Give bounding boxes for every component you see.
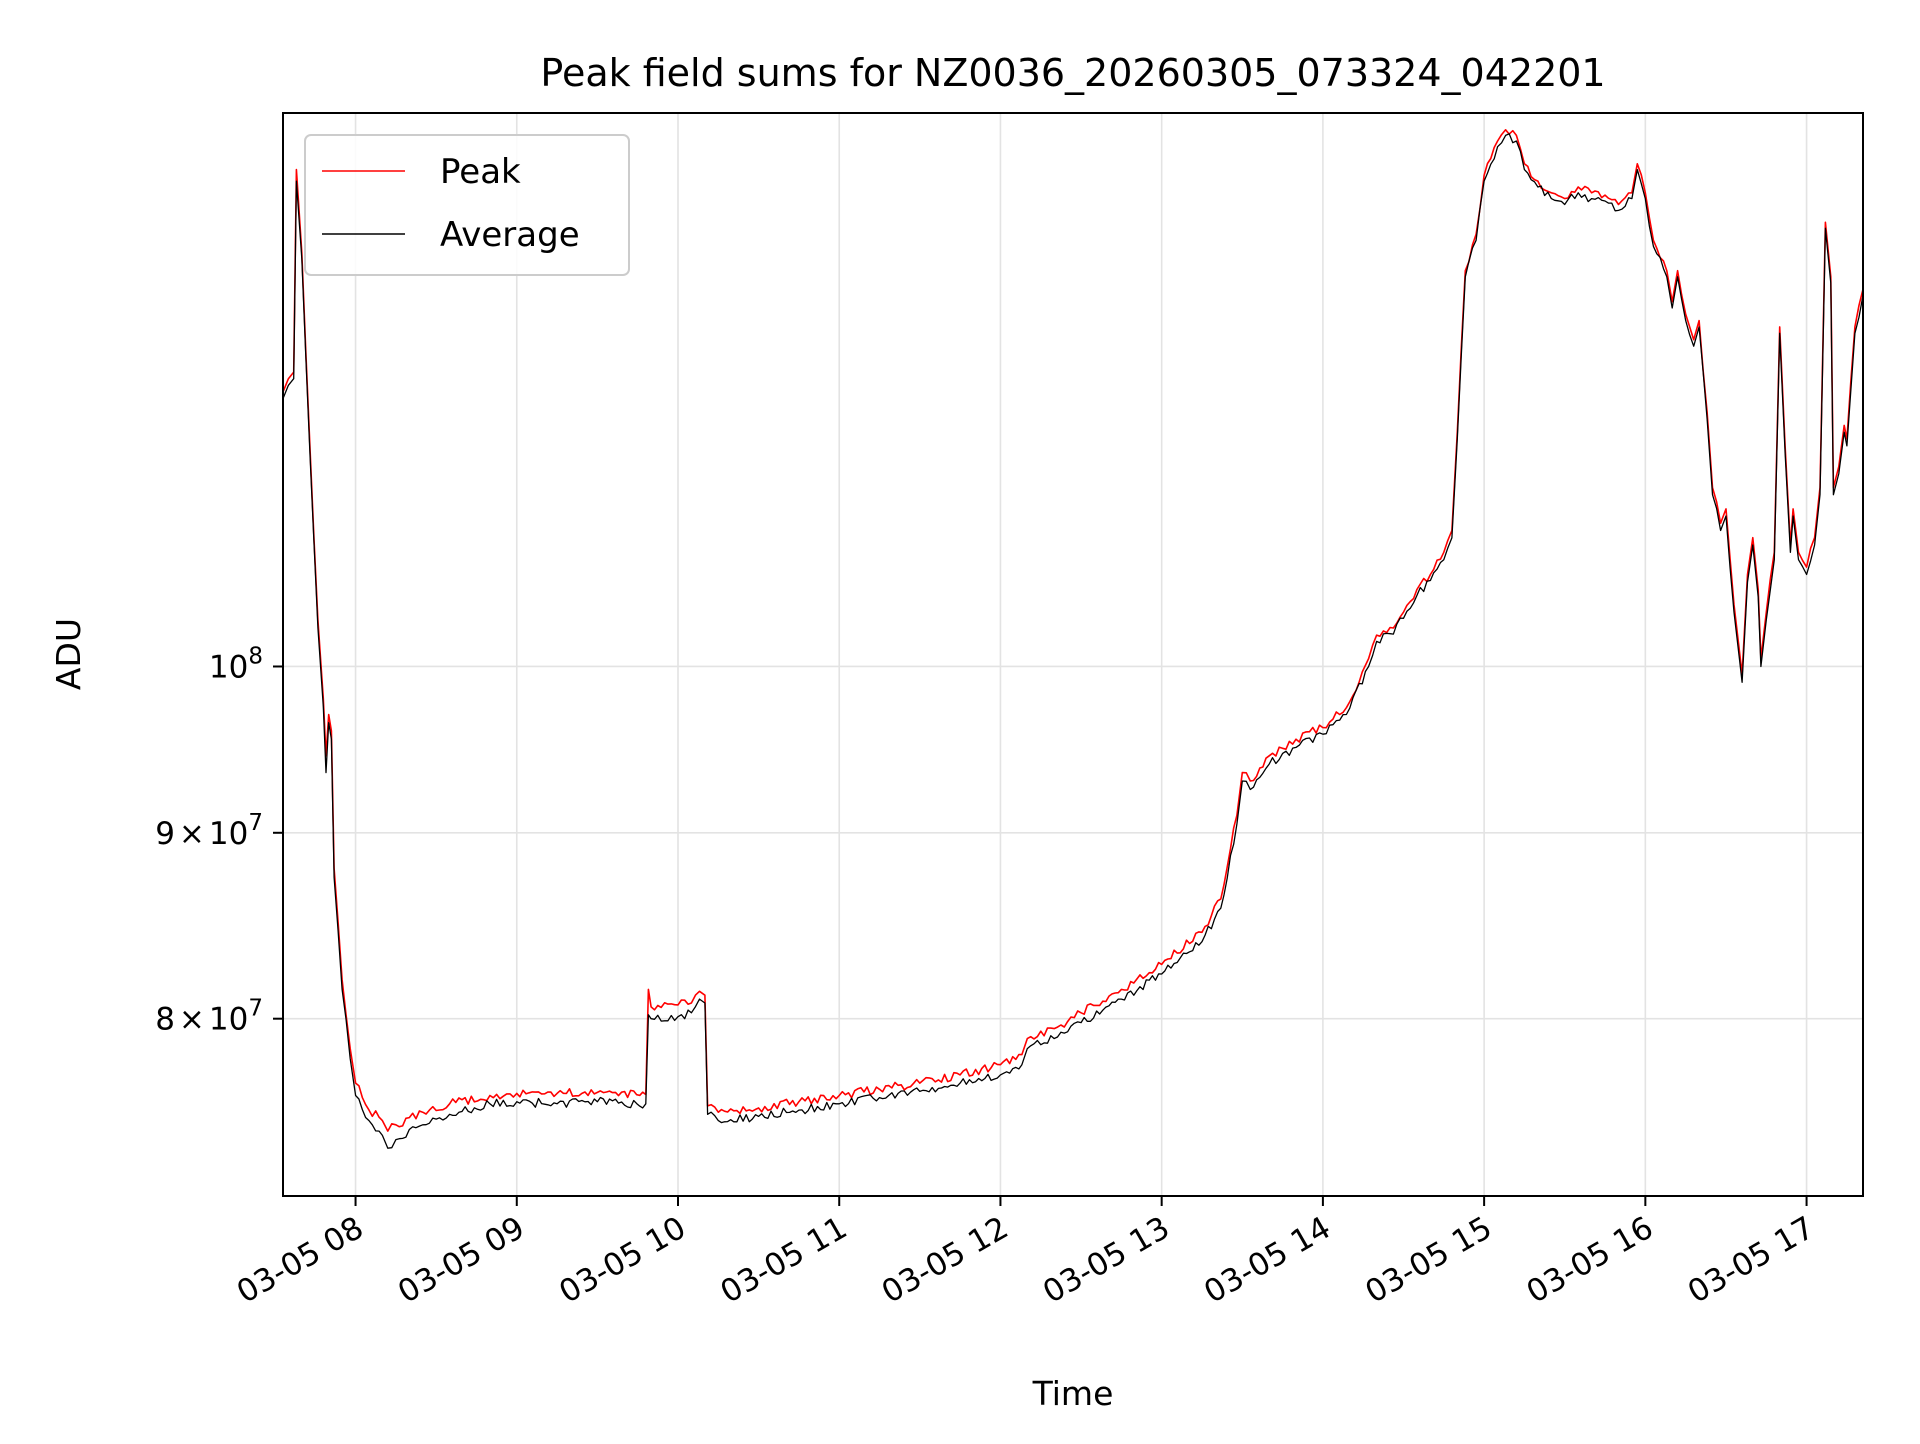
y-tick-label-part: 9 <box>155 816 175 852</box>
y-tick-exponent: 8 <box>248 643 263 669</box>
y-tick-label-part: 8 <box>155 1002 175 1038</box>
y-tick-label: 108 <box>209 643 263 685</box>
y-axis-title: ADU <box>49 618 88 690</box>
legend-box <box>304 134 630 276</box>
chart-title: Peak field sums for NZ0036_20260305_0733… <box>540 51 1605 95</box>
y-tick-label-part: 10 <box>209 816 248 852</box>
series-line-peak <box>282 129 1864 1132</box>
legend-label-peak: Peak <box>440 152 521 192</box>
plot-frame <box>282 112 1864 1197</box>
y-tick-label: 9 × 107 <box>155 810 263 852</box>
y-tick-label-part: 10 <box>209 649 248 685</box>
y-tick-label-part: × <box>179 816 205 852</box>
legend-label-average: Average <box>440 215 580 255</box>
y-tick-label: 8 × 107 <box>155 996 263 1038</box>
grid <box>283 113 1863 1196</box>
y-tick-exponent: 7 <box>248 810 263 836</box>
y-tick-label-part: × <box>179 1002 205 1038</box>
series-line-average <box>282 133 1864 1149</box>
y-tick-exponent: 7 <box>248 996 263 1022</box>
legend: Peak Average <box>304 134 630 276</box>
x-axis-title: Time <box>1032 1374 1114 1413</box>
y-tick-label-part: 10 <box>209 1002 248 1038</box>
series-layer <box>282 129 1864 1149</box>
